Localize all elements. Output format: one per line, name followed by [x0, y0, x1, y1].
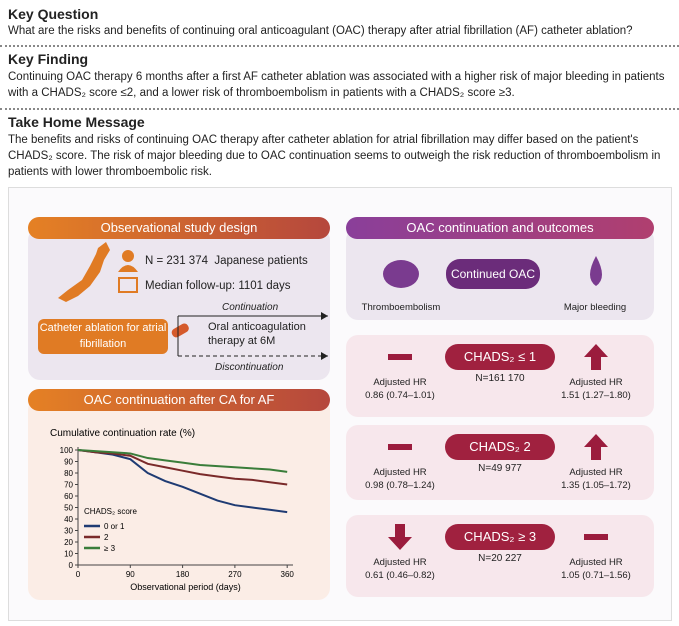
- legend-label: ≥ 3: [104, 544, 116, 553]
- effect-icon: [388, 444, 412, 450]
- effect-icon: [388, 524, 412, 550]
- x-axis-label: Observational period (days): [130, 582, 241, 592]
- followup: Median follow-up: 1101 days: [145, 280, 291, 292]
- y-tick-label: 90: [64, 458, 73, 467]
- y-tick-label: 80: [64, 469, 73, 478]
- design-icons: [58, 242, 328, 360]
- x-tick-label: 0: [76, 570, 81, 579]
- y-tick-label: 30: [64, 527, 73, 536]
- series-line: [77, 449, 288, 486]
- outcome-icons: [383, 256, 602, 288]
- series-line: [77, 449, 288, 514]
- y-tick-label: 0: [69, 561, 74, 570]
- y-tick-label: 40: [64, 515, 73, 524]
- effect-icon: [584, 534, 608, 540]
- question: What are the risks and benefits of conti…: [8, 25, 633, 37]
- effect-icon: [584, 344, 608, 370]
- hr-label: Adjusted HR: [373, 557, 427, 568]
- hr-label: Adjusted HR: [373, 377, 427, 388]
- hr-label: Adjusted HR: [373, 467, 427, 478]
- x-tick-label: 360: [281, 570, 295, 579]
- x-tick-label: 270: [228, 570, 242, 579]
- divider: [0, 108, 679, 110]
- legend-title: CHADS₂ score: [84, 507, 137, 516]
- effect-icon: [388, 354, 412, 360]
- section-header: OAC continuation after CA for AF: [28, 389, 330, 411]
- heading: Take Home Message: [8, 114, 145, 130]
- y-tick-label: 10: [64, 550, 73, 559]
- hr: 1.51 (1.27–1.80): [561, 390, 631, 401]
- group: CHADS₂ ≤ 1: [445, 344, 555, 370]
- divider: [0, 45, 679, 47]
- outcome-label: Thromboembolism: [361, 302, 441, 313]
- y-tick-label: 50: [64, 504, 73, 513]
- legend-label: 0 or 1: [104, 522, 125, 531]
- legend-label: 2: [104, 533, 109, 542]
- section-header: Observational study design: [28, 217, 330, 239]
- hr: 1.05 (0.71–1.56): [561, 570, 631, 581]
- y-tick-label: 70: [64, 481, 73, 490]
- group: CHADS₂ ≥ 3: [445, 524, 555, 550]
- hr-label: Adjusted HR: [569, 557, 623, 568]
- x-tick-label: 180: [176, 570, 190, 579]
- line-chart: Cumulative continuation rate (%)01020304…: [50, 428, 295, 592]
- chart-title: Cumulative continuation rate (%): [50, 428, 195, 439]
- n: N=49 977: [478, 463, 522, 474]
- section-header: OAC continuation and outcomes: [346, 217, 654, 239]
- y-tick-label: 20: [64, 538, 73, 547]
- heading: Key Finding: [8, 51, 89, 67]
- n: N=20 227: [478, 553, 522, 564]
- hr: 0.61 (0.46–0.82): [365, 570, 435, 581]
- y-tick-label: 100: [60, 446, 74, 455]
- outcome-label: Major bleeding: [563, 302, 627, 313]
- continuation: Continuation: [222, 302, 279, 313]
- n: N = 231 374: [145, 255, 208, 267]
- hr-label: Adjusted HR: [569, 377, 623, 388]
- y-tick-label: 60: [64, 492, 73, 501]
- series-line: [77, 449, 288, 473]
- procedure: Catheter ablation for atrial fibrillatio…: [38, 319, 168, 354]
- heading: Key Question: [8, 6, 99, 22]
- hr: 0.98 (0.78–1.24): [365, 480, 435, 491]
- sample-size: N = 231 374 Japanese patients: [145, 255, 308, 267]
- discontinuation: Discontinuation: [215, 362, 284, 373]
- hr: 0.86 (0.74–1.01): [365, 390, 435, 401]
- effect-icon: [584, 434, 608, 460]
- population: Japanese patients: [214, 255, 308, 267]
- group: CHADS₂ 2: [445, 434, 555, 460]
- therapy: Oral anticoagulation therapy at 6M: [208, 321, 306, 347]
- x-tick-label: 90: [126, 570, 135, 579]
- hr: 1.35 (1.05–1.72): [561, 480, 631, 491]
- finding: Continuing OAC therapy 6 months after a …: [8, 71, 665, 99]
- treatment: Continued OAC: [446, 259, 540, 289]
- hr-label: Adjusted HR: [569, 467, 623, 478]
- message: The benefits and risks of continuing OAC…: [8, 134, 661, 178]
- n: N=161 170: [475, 373, 525, 384]
- design-box: [28, 228, 330, 380]
